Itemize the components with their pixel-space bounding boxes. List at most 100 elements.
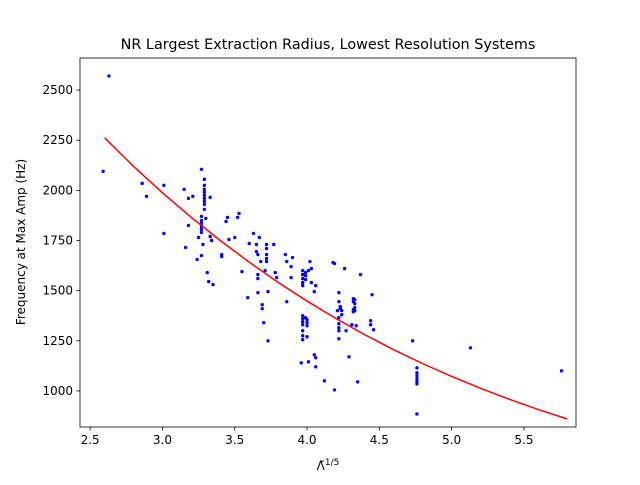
data-point-21 — [201, 242, 205, 247]
chart-title: NR Largest Extraction Radius, Lowest Res… — [121, 37, 536, 53]
data-point-19 — [199, 230, 204, 235]
data-point-51 — [254, 249, 259, 254]
data-point-0 — [101, 169, 105, 174]
data-point-152 — [468, 346, 473, 350]
data-point-62 — [264, 242, 269, 247]
data-point-128 — [350, 323, 354, 327]
data-point-141 — [368, 323, 373, 327]
data-point-87 — [300, 323, 305, 327]
data-point-70 — [273, 270, 277, 275]
data-point-10 — [191, 194, 195, 199]
data-point-89 — [300, 334, 305, 338]
data-point-108 — [314, 283, 318, 288]
data-point-78 — [299, 361, 303, 365]
data-point-82 — [300, 280, 305, 285]
y-axis: 1000 1250 1500 1750 2000 2250 2500 — [42, 83, 80, 398]
data-point-151 — [415, 412, 419, 416]
axes-frame — [79, 57, 577, 428]
data-point-144 — [410, 339, 415, 343]
x-axis-title-base: Λ̃ — [317, 459, 326, 473]
data-point-35 — [208, 234, 212, 239]
data-point-2 — [140, 181, 144, 186]
data-point-104 — [312, 289, 316, 294]
data-point-69 — [272, 242, 276, 247]
data-point-54 — [256, 276, 260, 281]
data-point-127 — [347, 355, 351, 359]
data-point-4 — [162, 183, 166, 188]
data-point-137 — [354, 324, 358, 328]
data-point-79 — [300, 268, 305, 273]
y-tick-label-1: 1250 — [42, 334, 73, 348]
data-point-71 — [274, 275, 279, 280]
data-point-111 — [332, 261, 337, 266]
data-point-124 — [340, 313, 344, 317]
data-point-45 — [237, 211, 241, 216]
y-tick-label-2: 1500 — [42, 284, 73, 298]
data-point-43 — [233, 235, 237, 240]
data-point-29 — [202, 202, 207, 207]
data-point-97 — [305, 324, 309, 328]
data-point-117 — [337, 322, 341, 326]
data-point-107 — [314, 365, 318, 369]
data-point-147 — [415, 374, 419, 378]
data-point-126 — [344, 329, 348, 333]
data-point-34 — [208, 195, 212, 200]
data-point-42 — [227, 237, 231, 242]
data-point-59 — [260, 306, 264, 311]
data-point-113 — [335, 308, 340, 313]
data-point-99 — [306, 268, 311, 273]
data-point-12 — [196, 235, 201, 240]
data-point-96 — [305, 321, 309, 325]
data-point-36 — [209, 238, 214, 243]
x-tick-label-2: 3.5 — [225, 433, 244, 447]
data-point-77 — [290, 255, 295, 260]
data-point-83 — [300, 283, 305, 288]
x-tick-label-3: 4.0 — [297, 433, 316, 447]
y-tick-label-4: 2000 — [42, 183, 73, 197]
data-point-150 — [415, 382, 419, 386]
data-point-145 — [415, 366, 419, 370]
data-point-23 — [202, 183, 207, 188]
data-point-13 — [199, 167, 204, 171]
data-point-100 — [306, 360, 311, 364]
data-point-68 — [266, 339, 270, 343]
x-tick-label-5: 5.0 — [442, 433, 461, 447]
data-point-103 — [309, 280, 314, 285]
data-point-22 — [202, 177, 207, 182]
data-point-66 — [264, 259, 269, 264]
y-tick-label-5: 2250 — [42, 133, 73, 147]
y-tick-label-3: 1750 — [42, 233, 73, 247]
data-point-49 — [251, 231, 256, 236]
data-point-81 — [300, 276, 305, 281]
data-point-72 — [283, 252, 288, 257]
data-point-106 — [314, 356, 318, 360]
data-point-3 — [144, 194, 149, 199]
data-point-55 — [256, 290, 260, 295]
data-point-37 — [211, 282, 215, 287]
data-point-53 — [256, 272, 260, 277]
data-point-123 — [340, 308, 344, 313]
y-tick-label-6: 2500 — [42, 83, 73, 97]
data-point-92 — [303, 273, 308, 278]
data-point-102 — [309, 266, 314, 271]
data-point-7 — [183, 245, 188, 250]
data-point-57 — [259, 259, 263, 264]
x-axis-title-superscript: 1/5 — [325, 458, 339, 468]
data-point-140 — [368, 319, 373, 323]
data-point-101 — [308, 259, 312, 264]
data-point-26 — [202, 193, 207, 198]
data-point-40 — [224, 219, 228, 224]
data-point-146 — [415, 371, 419, 375]
data-point-64 — [264, 252, 269, 257]
data-point-25 — [202, 190, 207, 195]
data-point-109 — [322, 379, 327, 383]
data-point-31 — [204, 216, 208, 221]
data-point-135 — [353, 305, 357, 310]
data-point-133 — [353, 297, 357, 302]
data-point-20 — [199, 253, 204, 258]
x-axis: 2.5 3.0 3.5 4.0 4.5 5.0 5.5 — [81, 427, 533, 447]
scatter-points — [101, 74, 564, 416]
data-point-76 — [289, 275, 293, 280]
